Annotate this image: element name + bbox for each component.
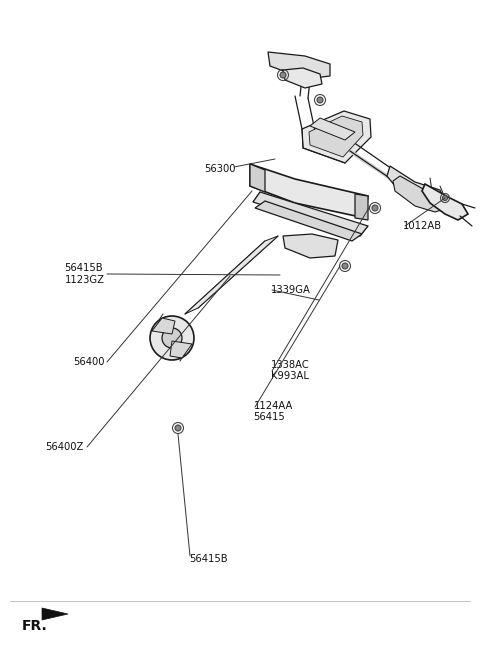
Text: 56400: 56400 <box>73 357 105 367</box>
Polygon shape <box>250 164 265 192</box>
Circle shape <box>175 425 181 431</box>
Text: 56300: 56300 <box>204 164 235 174</box>
Polygon shape <box>302 111 371 163</box>
Circle shape <box>150 316 194 360</box>
Polygon shape <box>185 236 278 314</box>
Polygon shape <box>42 608 68 620</box>
Polygon shape <box>268 52 330 79</box>
Polygon shape <box>393 176 448 212</box>
Text: 1012AB: 1012AB <box>403 221 443 232</box>
Polygon shape <box>283 234 338 258</box>
Polygon shape <box>310 118 355 140</box>
Polygon shape <box>283 68 322 88</box>
Circle shape <box>372 205 378 211</box>
Text: 56415B: 56415B <box>190 554 228 564</box>
Polygon shape <box>355 194 368 220</box>
Polygon shape <box>387 166 445 206</box>
Polygon shape <box>255 201 362 241</box>
Circle shape <box>280 72 286 78</box>
Text: 56415B
1123GZ: 56415B 1123GZ <box>65 264 105 285</box>
Polygon shape <box>170 341 192 358</box>
Circle shape <box>162 328 182 348</box>
Circle shape <box>342 263 348 269</box>
Polygon shape <box>309 116 363 157</box>
Text: 56400Z: 56400Z <box>46 442 84 453</box>
Polygon shape <box>250 164 368 218</box>
Polygon shape <box>152 318 175 334</box>
Circle shape <box>317 97 323 103</box>
Text: 1124AA
56415: 1124AA 56415 <box>253 401 293 422</box>
Polygon shape <box>253 192 368 236</box>
Circle shape <box>443 195 447 201</box>
Text: FR.: FR. <box>22 619 48 633</box>
Text: 1339GA: 1339GA <box>271 285 311 295</box>
Polygon shape <box>422 184 468 220</box>
Text: 1338AC
K993AL: 1338AC K993AL <box>271 360 310 381</box>
